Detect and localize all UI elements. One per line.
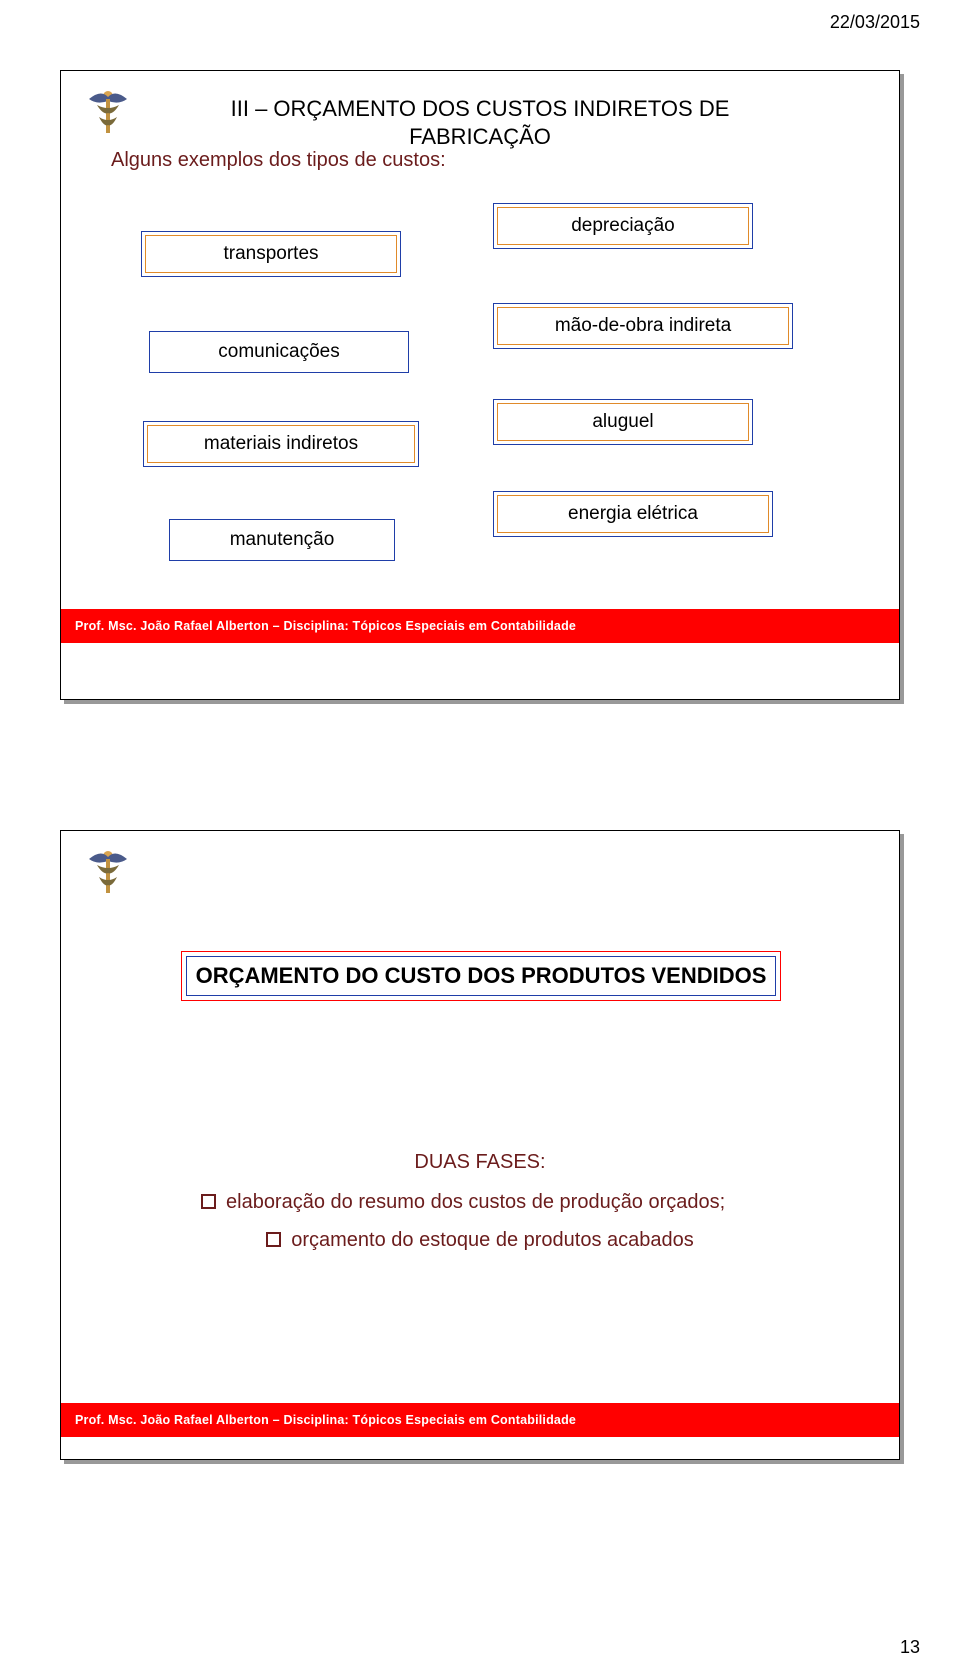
- bullet-1: elaboração do resumo dos custos de produ…: [201, 1191, 819, 1214]
- header-date: 22/03/2015: [830, 12, 920, 33]
- box-manutencao-label: manutenção: [230, 529, 335, 551]
- box-transportes-label: transportes: [145, 235, 397, 273]
- box-materiais: materiais indiretos: [143, 421, 419, 467]
- page-number: 13: [900, 1637, 920, 1658]
- caduceus-icon: [83, 87, 133, 141]
- bullet-2: orçamento do estoque de produtos acabado…: [61, 1229, 899, 1252]
- box-energia-label: energia elétrica: [497, 495, 769, 533]
- box-comunicacoes-label: comunicações: [218, 341, 339, 363]
- slide2-footer-bar: Prof. Msc. João Rafael Alberton – Discip…: [61, 1403, 899, 1437]
- phases-heading: DUAS FASES:: [61, 1151, 899, 1174]
- box-transportes: transportes: [141, 231, 401, 277]
- box-depreciacao: depreciação: [493, 203, 753, 249]
- box-depreciacao-label: depreciação: [497, 207, 749, 245]
- box-comunicacoes: comunicações: [149, 331, 409, 373]
- box-maodeobra-label: mão-de-obra indireta: [497, 307, 789, 345]
- slide1-footer-bar: Prof. Msc. João Rafael Alberton – Discip…: [61, 609, 899, 643]
- box-aluguel: aluguel: [493, 399, 753, 445]
- slide1-title-line2: FABRICAÇÃO: [409, 124, 551, 149]
- slide2-title: ORÇAMENTO DO CUSTO DOS PRODUTOS VENDIDOS: [186, 956, 776, 996]
- box-energia: energia elétrica: [493, 491, 773, 537]
- bullet-1-text: elaboração do resumo dos custos de produ…: [226, 1191, 725, 1214]
- slide1-footer-text: Prof. Msc. João Rafael Alberton – Discip…: [75, 619, 576, 633]
- slide-2: ORÇAMENTO DO CUSTO DOS PRODUTOS VENDIDOS…: [60, 830, 900, 1460]
- slide-1: III – ORÇAMENTO DOS CUSTOS INDIRETOS DE …: [60, 70, 900, 700]
- bullet-square-icon: [266, 1232, 281, 1247]
- slide2-title-box: ORÇAMENTO DO CUSTO DOS PRODUTOS VENDIDOS: [181, 951, 781, 1001]
- slide1-title-line1: III – ORÇAMENTO DOS CUSTOS INDIRETOS DE: [231, 96, 730, 121]
- page: 22/03/2015 III – ORÇAMENTO DOS CUSTOS IN…: [0, 0, 960, 1672]
- box-materiais-label: materiais indiretos: [147, 425, 415, 463]
- box-maodeobra: mão-de-obra indireta: [493, 303, 793, 349]
- box-aluguel-label: aluguel: [497, 403, 749, 441]
- bullet-2-text: orçamento do estoque de produtos acabado…: [291, 1229, 694, 1252]
- bullet-square-icon: [201, 1194, 216, 1209]
- slide2-footer-text: Prof. Msc. João Rafael Alberton – Discip…: [75, 1413, 576, 1427]
- slide1-subtitle: Alguns exemplos dos tipos de custos:: [111, 149, 849, 172]
- caduceus-icon: [83, 847, 133, 901]
- slide1-title: III – ORÇAMENTO DOS CUSTOS INDIRETOS DE …: [181, 95, 779, 150]
- box-manutencao: manutenção: [169, 519, 395, 561]
